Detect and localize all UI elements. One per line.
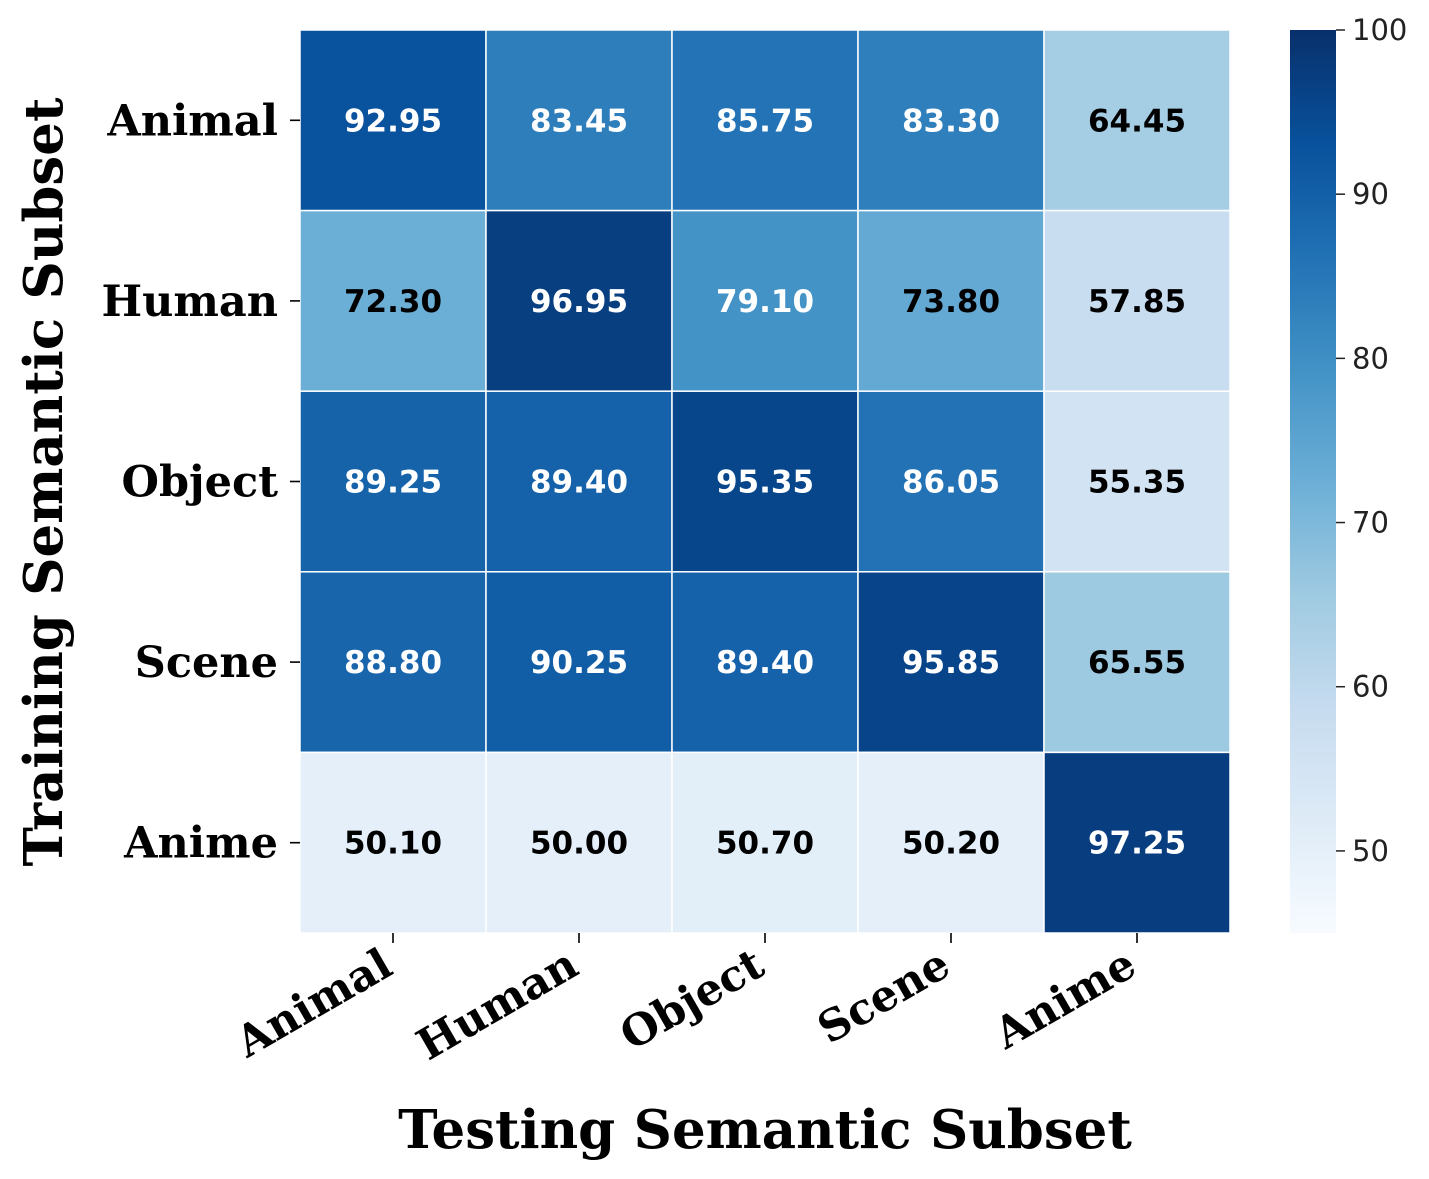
heatmap-cell <box>485 390 673 573</box>
heatmap-cell <box>671 29 859 212</box>
x-axis-label: Testing Semantic Subset <box>398 1099 1132 1161</box>
cell-value-label: 97.25 <box>1088 826 1186 862</box>
cell-value-label: 90.25 <box>530 645 628 681</box>
cell-value-label: 83.30 <box>902 103 1000 139</box>
heatmap-cell <box>857 29 1045 212</box>
x-tick-label: Scene <box>809 939 958 1054</box>
cell-value-label: 72.30 <box>344 284 442 320</box>
colorbar-tick-label: 50 <box>1352 834 1389 868</box>
cell-value-label: 83.45 <box>530 103 628 139</box>
heatmap-cell <box>857 390 1045 573</box>
heatmap-cell <box>1043 390 1231 573</box>
colorbar-tick-label: 80 <box>1352 341 1389 375</box>
heatmap-cell <box>671 571 859 754</box>
heatmap-cell <box>671 209 859 392</box>
heatmap-cell <box>485 29 673 212</box>
cell-value-label: 89.40 <box>716 645 814 681</box>
cell-value-label: 86.05 <box>902 465 1000 501</box>
heatmap-cell <box>671 751 859 934</box>
cell-value-label: 95.35 <box>716 465 814 501</box>
heatmap-cell <box>1043 751 1231 934</box>
cell-value-label: 96.95 <box>530 284 628 320</box>
cell-value-label: 64.45 <box>1088 103 1186 139</box>
colorbar-gradient <box>1290 30 1336 933</box>
heatmap-cell <box>1043 209 1231 392</box>
cell-value-label: 92.95 <box>344 103 442 139</box>
colorbar: 50 60 70 80 90 100 <box>1290 13 1407 933</box>
heatmap-cell <box>857 571 1045 754</box>
cell-value-label: 89.40 <box>530 465 628 501</box>
cell-value-label: 57.85 <box>1088 284 1186 320</box>
heatmap-cell <box>1043 29 1231 212</box>
cell-value-label: 65.55 <box>1088 645 1186 681</box>
cell-value-label: 95.85 <box>902 645 1000 681</box>
colorbar-tick-label: 90 <box>1352 177 1389 211</box>
heatmap-cell <box>299 209 487 392</box>
heatmap-cell <box>485 571 673 754</box>
colorbar-tick-label: 60 <box>1352 670 1389 704</box>
colorbar-tick-label: 100 <box>1352 13 1407 47</box>
colorbar-tick-label: 70 <box>1352 506 1389 540</box>
cell-value-label: 50.20 <box>902 826 1000 862</box>
cell-value-label: 73.80 <box>902 284 1000 320</box>
y-tick-label: Animal <box>106 96 278 146</box>
cell-value-label: 79.10 <box>716 284 814 320</box>
x-tick-label: Object <box>612 939 773 1061</box>
y-tick-label: Object <box>122 458 279 508</box>
cell-value-label: 50.70 <box>716 826 814 862</box>
y-tick-label: Anime <box>123 819 278 869</box>
y-axis-ticks: Animal Human Object Scene Anime <box>101 96 300 869</box>
cell-value-label: 50.00 <box>530 826 628 862</box>
cell-value-label: 89.25 <box>344 465 442 501</box>
cell-value-label: 88.80 <box>344 645 442 681</box>
x-tick-label: Anime <box>985 939 1144 1060</box>
x-tick-label: Human <box>409 939 587 1071</box>
cell-value-label: 50.10 <box>344 826 442 862</box>
y-tick-label: Scene <box>135 638 278 688</box>
heatmap-cell <box>671 390 859 573</box>
heatmap-cells: 92.95 83.45 85.75 83.30 64.45 72.30 96.95 79.10… <box>299 29 1231 934</box>
heatmap-cell <box>1043 571 1231 754</box>
x-axis-ticks: Animal Human Object Scene Anime <box>227 933 1145 1071</box>
y-tick-label: Human <box>101 277 278 327</box>
cell-value-label: 85.75 <box>716 103 814 139</box>
heatmap-cell <box>299 29 487 212</box>
heatmap-cell <box>299 751 487 934</box>
y-axis-label: Training Semantic Subset <box>13 97 75 866</box>
cell-value-label: 55.35 <box>1088 465 1186 501</box>
x-tick-label: Animal <box>227 939 401 1068</box>
heatmap-cell <box>485 751 673 934</box>
